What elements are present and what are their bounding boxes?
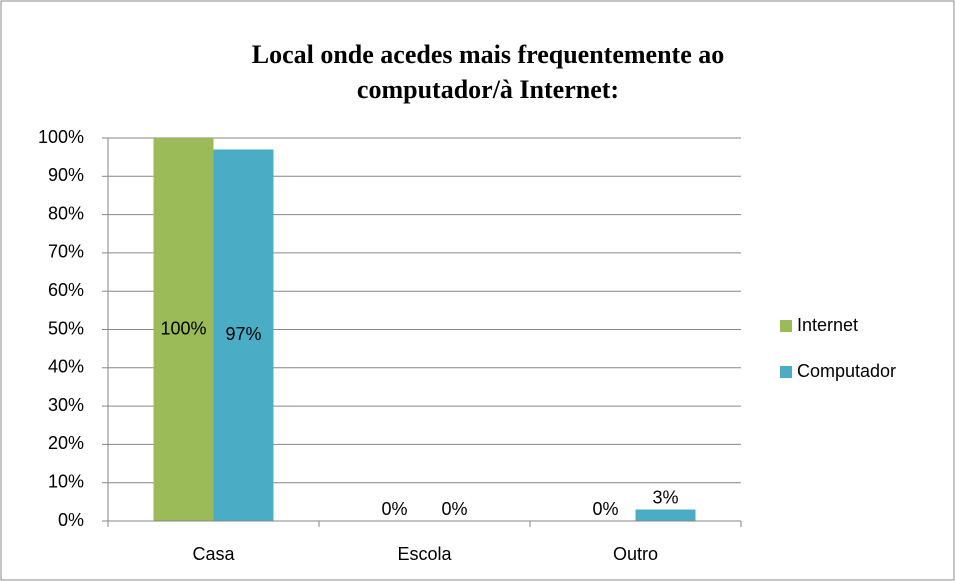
legend-label: Internet [797,315,858,335]
y-tick-label: 10% [48,471,84,491]
y-tick-label: 40% [48,357,84,377]
bar [213,149,274,522]
chart-title: Local onde acedes mais frequentemente ao [252,40,725,69]
y-tick-label: 0% [58,510,84,530]
data-label: 97% [225,324,261,344]
y-tick-label: 70% [48,242,84,262]
x-tick-label: Casa [192,544,235,564]
y-tick-label: 20% [48,433,84,453]
y-tick-label: 60% [48,280,84,300]
y-tick-label: 30% [48,395,84,415]
y-tick-label: 50% [48,318,84,338]
x-tick-label: Escola [397,544,452,564]
bar [153,138,214,521]
x-tick-label: Outro [613,544,658,564]
y-tick-label: 100% [38,127,84,147]
bar [635,509,696,521]
chart-title: computador/à Internet: [357,75,619,104]
legend-swatch [780,366,792,378]
legend-label: Computador [797,361,896,381]
data-label: 100% [160,318,206,338]
data-label: 0% [381,499,407,519]
legend-swatch [780,320,792,332]
data-label: 3% [652,487,678,507]
data-label: 0% [441,499,467,519]
y-tick-label: 90% [48,165,84,185]
y-tick-label: 80% [48,203,84,223]
data-label: 0% [592,499,618,519]
